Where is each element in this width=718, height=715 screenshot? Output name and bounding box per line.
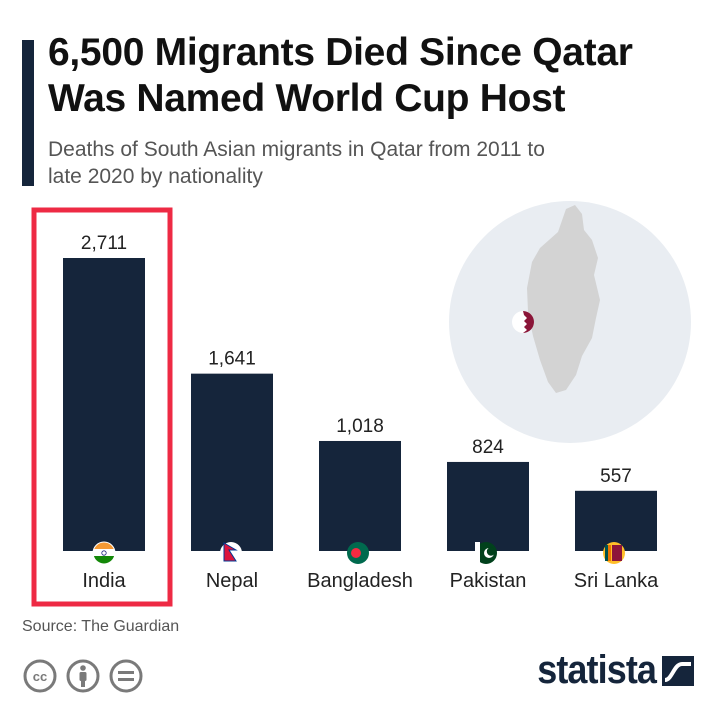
svg-text:cc: cc (33, 669, 47, 684)
value-label-nepal: 1,641 (208, 349, 256, 370)
creative-commons-icon[interactable]: cc (23, 659, 57, 693)
source-note: Source: The Guardian (22, 618, 180, 635)
flag-icons (92, 541, 625, 565)
qatar-flag-icon (512, 311, 534, 333)
sri-lanka-flag-icon (603, 542, 625, 564)
bar-pakistan (447, 461, 529, 551)
statista-logo-icon (662, 655, 694, 686)
chart-title: 6,500 Migrants Died Since Qatar Was Name… (48, 31, 633, 120)
title-accent-bar (22, 40, 34, 186)
category-label-india: India (82, 570, 126, 592)
category-label-pakistan: Pakistan (450, 570, 527, 592)
nepal-flag-icon (220, 542, 242, 564)
statista-brand[interactable]: statista (524, 648, 696, 693)
india-flag-icon (92, 541, 116, 565)
license-icons: cc (23, 659, 143, 693)
bars-layer: 2,711 India 1,641 Nepal 1,018 Bangladesh 824 Pa… (63, 233, 659, 592)
category-label-sri-lanka: Sri Lanka (574, 570, 659, 592)
value-label-india: 2,711 (81, 233, 127, 254)
pakistan-flag-icon (475, 542, 497, 564)
bangladesh-flag-icon (347, 542, 369, 564)
no-derivatives-icon[interactable] (109, 659, 143, 693)
value-label-bangladesh: 1,018 (336, 416, 384, 437)
qatar-land-shape (527, 205, 600, 393)
bar-sri-lanka (575, 490, 657, 551)
india-highlight-box (31, 207, 173, 607)
bar-india (63, 258, 145, 551)
value-label-pakistan: 824 (472, 437, 504, 458)
category-label-bangladesh: Bangladesh (307, 570, 413, 592)
category-label-nepal: Nepal (206, 570, 258, 592)
statista-wordmark: statista (537, 648, 657, 692)
chart-subtitle: Deaths of South Asian migrants in Qatar … (48, 138, 545, 188)
bar-nepal (191, 373, 273, 551)
value-label-sri-lanka: 557 (600, 466, 632, 487)
attribution-icon[interactable] (66, 659, 100, 693)
qatar-map-icon (449, 201, 691, 443)
bar-bangladesh (319, 440, 401, 551)
